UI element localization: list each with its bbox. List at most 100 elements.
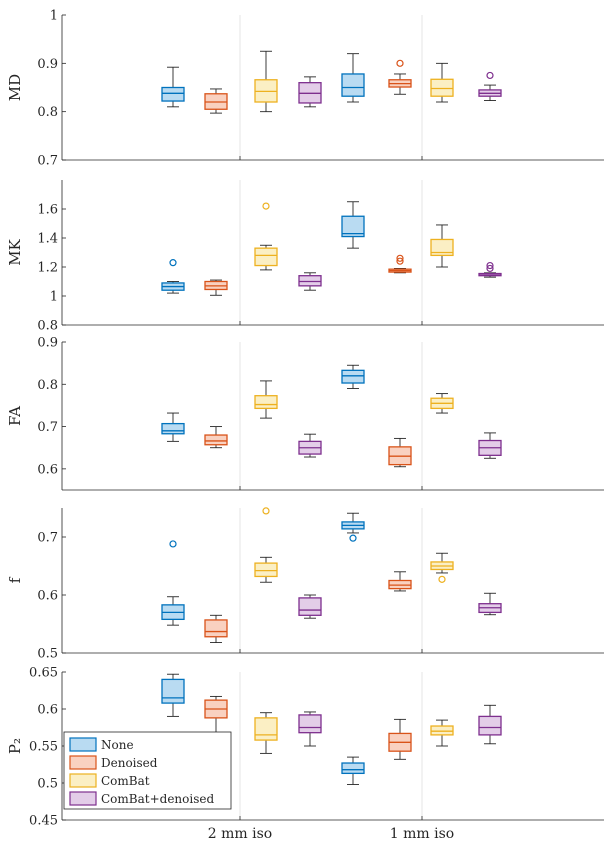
legend-label-combat-denoised: ComBat+denoised (101, 792, 214, 806)
box-iqr (341, 73, 365, 97)
y-tick-label: 0.6 (37, 703, 58, 718)
legend: None Denoised ComBat ComBat+denoised (63, 731, 232, 810)
legend-label-denoised: Denoised (101, 756, 158, 770)
box-combat-denoised-1-mm-iso (478, 704, 502, 745)
box-combat-denoised-2-mm-iso (298, 76, 322, 108)
outlier-point (486, 261, 494, 270)
outlier-point (396, 59, 404, 67)
y-tick-label: 1 (50, 290, 58, 305)
box-iqr (341, 762, 365, 775)
legend-swatch-denoised (69, 755, 97, 770)
box-combat-denoised-2-mm-iso (298, 594, 322, 619)
legend-item-none: None (69, 737, 134, 752)
panel-md: 0.7 0.8 0.9 1 MD (6, 9, 604, 169)
panel-mk: 0.8 1 1.2 1.4 1.6 MK (6, 180, 604, 334)
box-iqr (430, 78, 454, 97)
y-tick-label: 0.6 (37, 589, 58, 604)
outlier-point (169, 259, 177, 267)
y-tick-label: 0.7 (37, 420, 58, 435)
box-none-1-mm-iso (341, 53, 365, 103)
outlier-point (486, 71, 494, 80)
box-combat-2-mm-iso (254, 380, 278, 419)
box-iqr (161, 86, 185, 102)
box-iqr (341, 215, 365, 238)
outlier-point (396, 257, 404, 265)
box-none-2-mm-iso (161, 259, 185, 294)
box-iqr (254, 395, 278, 410)
box-combat-denoised-2-mm-iso (298, 433, 322, 458)
panel-f: 0.5 0.6 0.7 f (6, 507, 604, 662)
y-tick-label: 0.8 (37, 319, 58, 334)
y-tick-label: 0.65 (29, 666, 58, 681)
box-iqr (298, 597, 322, 616)
y-axis-label-f: f (6, 576, 24, 583)
y-tick-label: 0.5 (37, 777, 58, 792)
box-combat-denoised-1-mm-iso (478, 71, 502, 102)
y-tick-label: 1 (50, 9, 58, 24)
box-denoised-2-mm-iso (204, 695, 228, 734)
x-label-2mm: 2 mm iso (208, 826, 272, 842)
legend-swatch-none (69, 737, 97, 752)
y-tick-label: 0.45 (29, 814, 58, 829)
legend-swatch-combat-denoised (69, 791, 97, 806)
box-iqr (254, 247, 278, 267)
box-combat-1-mm-iso (430, 552, 454, 583)
box-denoised-2-mm-iso (204, 279, 228, 296)
box-combat-denoised-1-mm-iso (478, 432, 502, 459)
y-tick-label: 1.4 (37, 232, 58, 247)
box-none-1-mm-iso (341, 512, 365, 542)
box-combat-1-mm-iso (430, 393, 454, 414)
box-combat-1-mm-iso (430, 224, 454, 268)
y-tick-label: 0.55 (29, 740, 58, 755)
box-iqr (298, 275, 322, 287)
box-denoised-2-mm-iso (204, 88, 228, 114)
box-iqr (254, 562, 278, 578)
box-combat-1-mm-iso (430, 719, 454, 747)
y-tick-label: 0.7 (37, 531, 58, 546)
outlier-point (349, 534, 357, 542)
box-iqr (161, 678, 185, 704)
box-iqr (161, 422, 185, 435)
box-none-1-mm-iso (341, 364, 365, 389)
box-denoised-1-mm-iso (388, 718, 412, 760)
box-combat-2-mm-iso (254, 712, 278, 754)
outlier-point (169, 540, 177, 548)
box-iqr (204, 434, 228, 446)
y-tick-label: 0.5 (37, 647, 58, 662)
box-none-2-mm-iso (161, 412, 185, 442)
y-axis-label-mk: MK (6, 238, 24, 265)
box-iqr (478, 715, 502, 736)
y-tick-label: 1.6 (37, 203, 58, 218)
legend-item-denoised: Denoised (69, 755, 158, 770)
x-label-1mm: 1 mm iso (390, 826, 454, 842)
box-iqr (341, 369, 365, 384)
outlier-point (262, 202, 270, 210)
box-iqr (204, 619, 228, 638)
y-tick-label: 0.9 (37, 57, 58, 72)
box-denoised-1-mm-iso (388, 571, 412, 592)
box-denoised-2-mm-iso (204, 614, 228, 644)
box-none-2-mm-iso (161, 673, 185, 717)
box-combat-2-mm-iso (254, 202, 278, 271)
box-none-2-mm-iso (161, 540, 185, 626)
y-tick-label: 0.6 (37, 462, 58, 477)
legend-label-none: None (101, 738, 134, 752)
y-axis-label-md: MD (6, 74, 24, 101)
y-axis-label-fa: FA (6, 406, 24, 426)
box-combat-denoised-2-mm-iso (298, 711, 322, 747)
box-combat-2-mm-iso (254, 507, 278, 583)
y-tick-label: 0.8 (37, 105, 58, 120)
panel-p2: 0.45 0.5 0.55 0.6 0.65 P₂ (6, 666, 604, 829)
y-tick-label: 1.2 (37, 261, 58, 276)
box-combat-2-mm-iso (254, 50, 278, 113)
box-none-1-mm-iso (341, 201, 365, 249)
panels: 0.7 0.8 0.9 1 MD 0.8 1 1.2 1.4 1.6 MK 0.6 0.7 0.8 0.9 F… (6, 9, 604, 829)
legend-label-combat: ComBat (101, 774, 150, 788)
box-none-1-mm-iso (341, 756, 365, 785)
box-iqr (430, 725, 454, 736)
y-tick-label: 0.7 (37, 154, 58, 169)
box-iqr (298, 714, 322, 734)
y-tick-label: 0.9 (37, 336, 58, 351)
legend-item-combat-denoised: ComBat+denoised (69, 791, 214, 806)
